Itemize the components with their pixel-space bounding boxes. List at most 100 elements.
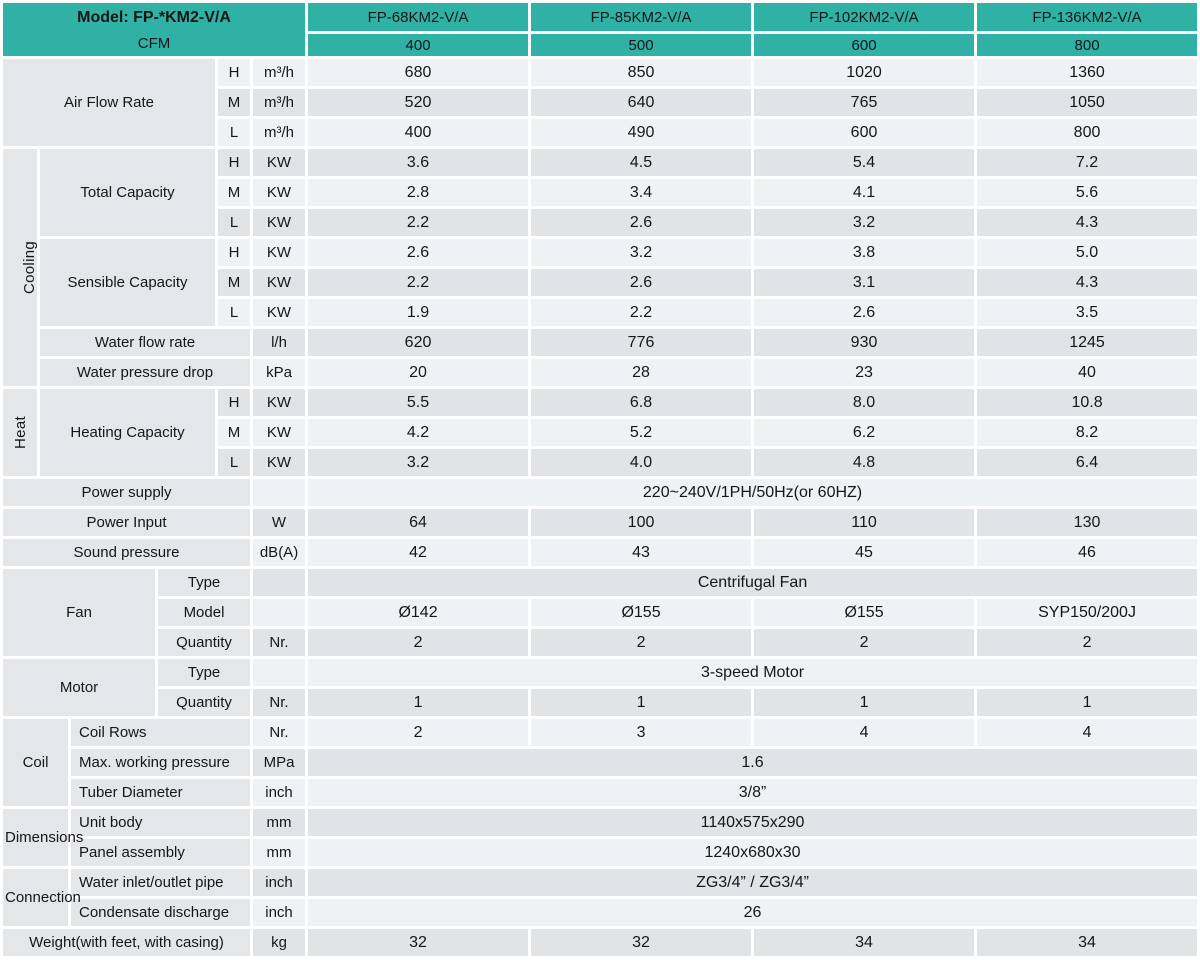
table-row: Sound pressure dB(A) 42 43 45 46	[3, 539, 1198, 566]
table-row: L KW 1.9 2.2 2.6 3.5	[3, 299, 1198, 326]
unit-cell: m³/h	[253, 59, 306, 86]
value-cell: 4.0	[531, 449, 752, 476]
unit-cell	[253, 659, 306, 686]
table-row: Heat Heating Capacity H KW 5.5 6.8 8.0 10.8	[3, 389, 1198, 476]
table-row: Panel assembly mm 1240x680x30	[3, 839, 1198, 866]
model-label: Model: FP-*KM2-V/A	[77, 9, 231, 26]
unit-cell	[253, 599, 306, 626]
value-cell: 3.2	[531, 239, 752, 266]
speed-level-cell: M	[218, 419, 250, 446]
unit-cell: KW	[253, 449, 306, 476]
label-cell: Sensible Capacity	[40, 239, 215, 326]
value-cell: 4.2	[308, 419, 529, 446]
value-cell: 10.8	[977, 389, 1198, 416]
value-cell: 600	[754, 119, 975, 146]
label-cell: Weight(with feet, with casing)	[3, 929, 250, 956]
label-cell: Model	[158, 599, 250, 626]
cfm-value-cell: 600	[754, 34, 975, 56]
value-cell: 3.1	[754, 269, 975, 296]
value-cell: 3.8	[754, 239, 975, 266]
speed-level-cell: H	[218, 239, 250, 266]
value-cell: 42	[308, 539, 529, 566]
table-row: Max. working pressure MPa 1.6	[3, 749, 1198, 776]
value-cell: 34	[977, 929, 1198, 956]
unit-cell: l/h	[253, 329, 306, 356]
unit-cell: KW	[253, 149, 306, 176]
cfm-value-cell: 500	[531, 34, 752, 56]
value-cell: 32	[531, 929, 752, 956]
model-column-header: FP-102KM2-V/A	[754, 3, 975, 32]
value-cell: 1020	[754, 59, 975, 86]
unit-cell: KW	[253, 179, 306, 206]
group-label-cell: Motor	[3, 659, 155, 716]
unit-cell: kPa	[253, 359, 306, 386]
value-cell: Ø142	[308, 599, 529, 626]
speed-level-cell: H	[218, 149, 250, 176]
label-cell: Power Input	[3, 509, 250, 536]
cfm-value-cell: 400	[308, 34, 529, 56]
value-cell: 6.8	[531, 389, 752, 416]
value-cell: 130	[977, 509, 1198, 536]
unit-cell: KW	[253, 269, 306, 296]
unit-cell: KW	[253, 419, 306, 446]
unit-cell: Nr.	[253, 689, 306, 716]
value-cell: 4	[977, 719, 1198, 746]
merged-value-cell: 3-speed Motor	[308, 659, 1198, 686]
table-row: Power supply 220~240V/1PH/50Hz(or 60HZ)	[3, 479, 1198, 506]
value-cell: 20	[308, 359, 529, 386]
label-cell: Panel assembly	[71, 839, 250, 866]
value-cell: 1245	[977, 329, 1198, 356]
unit-cell: inch	[253, 869, 306, 896]
label-cell: Condensate discharge	[71, 899, 250, 926]
value-cell: 46	[977, 539, 1198, 566]
unit-cell: Nr.	[253, 719, 306, 746]
table-row: Sensible Capacity H KW 2.6 3.2 3.8 5.0	[3, 239, 1198, 326]
label-cell: Air Flow Rate	[3, 59, 215, 146]
unit-cell: m³/h	[253, 89, 306, 116]
value-cell: 620	[308, 329, 529, 356]
table-row: Quantity Nr. 2 2 2 2	[3, 629, 1198, 656]
value-cell: 800	[977, 119, 1198, 146]
unit-cell: W	[253, 509, 306, 536]
speed-level-cell: H	[218, 59, 250, 86]
label-cell: Water flow rate	[40, 329, 250, 356]
group-label-cell: Coil	[3, 719, 68, 806]
table-row: M KW 4.2 5.2 6.2 8.2	[3, 419, 1198, 446]
unit-cell: MPa	[253, 749, 306, 776]
speed-level-cell: M	[218, 269, 250, 296]
value-cell: 3.2	[754, 209, 975, 236]
unit-cell: mm	[253, 809, 306, 836]
value-cell: 7.2	[977, 149, 1198, 176]
value-cell: 850	[531, 59, 752, 86]
value-cell: 2.6	[754, 299, 975, 326]
value-cell: 1	[531, 689, 752, 716]
merged-value-cell: 1140x575x290	[308, 809, 1198, 836]
value-cell: 34	[754, 929, 975, 956]
model-column-header: FP-68KM2-V/A	[308, 3, 529, 32]
header-row: Model: FP-*KM2-V/A CFM FP-68KM2-V/A FP-8…	[3, 3, 1198, 56]
value-cell: 3	[531, 719, 752, 746]
merged-value-cell: 26	[308, 899, 1198, 926]
value-cell: 2.2	[531, 299, 752, 326]
value-cell: 4.8	[754, 449, 975, 476]
table-row: Water pressure drop kPa 20 28 23 40	[3, 359, 1198, 386]
value-cell: 640	[531, 89, 752, 116]
label-cell: Water pressure drop	[40, 359, 250, 386]
table-row: Coil Coil Rows Nr. 2 3 4 4	[3, 719, 1198, 806]
value-cell: 45	[754, 539, 975, 566]
label-cell: Type	[158, 569, 250, 596]
unit-cell	[253, 569, 306, 596]
table-row: Water flow rate l/h 620 776 930 1245	[3, 329, 1198, 356]
unit-cell: KW	[253, 209, 306, 236]
cfm-row: 400 500 600 800	[3, 34, 1198, 56]
value-cell: 1	[308, 689, 529, 716]
table-row: Weight(with feet, with casing) kg 32 32 34 34	[3, 929, 1198, 956]
unit-cell: Nr.	[253, 629, 306, 656]
value-cell: 3.6	[308, 149, 529, 176]
label-cell: Sound pressure	[3, 539, 250, 566]
unit-cell: KW	[253, 239, 306, 266]
